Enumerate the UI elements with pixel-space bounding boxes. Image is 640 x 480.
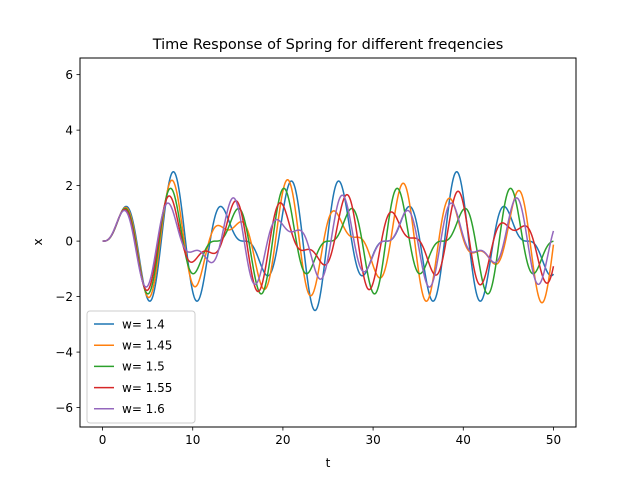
legend: w= 1.4 w= 1.45 w= 1.5 w= 1.55 w= 1.6 xyxy=(86,310,196,424)
y-tick-label: 2 xyxy=(65,179,73,193)
x-axis: 0 10 20 30 40 50 xyxy=(99,427,561,447)
x-tick-label: 20 xyxy=(275,433,290,447)
x-axis-label: t xyxy=(326,456,331,470)
series-line-3 xyxy=(102,190,555,293)
plot-frame xyxy=(79,57,577,428)
y-tick-label: −4 xyxy=(55,345,73,359)
y-tick-label: −2 xyxy=(55,290,73,304)
y-axis: −6 −4 −2 0 2 4 6 xyxy=(55,68,80,415)
plot-area xyxy=(79,57,577,428)
x-tick-label: 30 xyxy=(365,433,380,447)
legend-entry: w= 1.4 xyxy=(122,317,165,331)
y-tick-label: −6 xyxy=(55,401,73,415)
series-line-0 xyxy=(102,171,555,312)
series-line-4 xyxy=(102,194,555,288)
chart-title: Time Response of Spring for different fr… xyxy=(152,37,504,53)
legend-entry: w= 1.5 xyxy=(122,360,165,374)
y-tick-label: 6 xyxy=(65,68,73,82)
legend-entry: w= 1.6 xyxy=(122,402,165,416)
legend-entry: w= 1.55 xyxy=(122,381,172,395)
series-line-2 xyxy=(102,187,554,295)
y-tick-label: 0 xyxy=(65,234,73,248)
y-axis-label: x xyxy=(31,238,45,245)
x-tick-label: 50 xyxy=(546,433,561,447)
x-tick-label: 10 xyxy=(185,433,200,447)
legend-entry: w= 1.45 xyxy=(122,339,172,353)
series-group xyxy=(102,171,555,312)
y-tick-label: 4 xyxy=(65,123,73,137)
legend-box xyxy=(86,310,196,424)
x-tick-label: 40 xyxy=(456,433,471,447)
x-tick-label: 0 xyxy=(99,433,107,447)
